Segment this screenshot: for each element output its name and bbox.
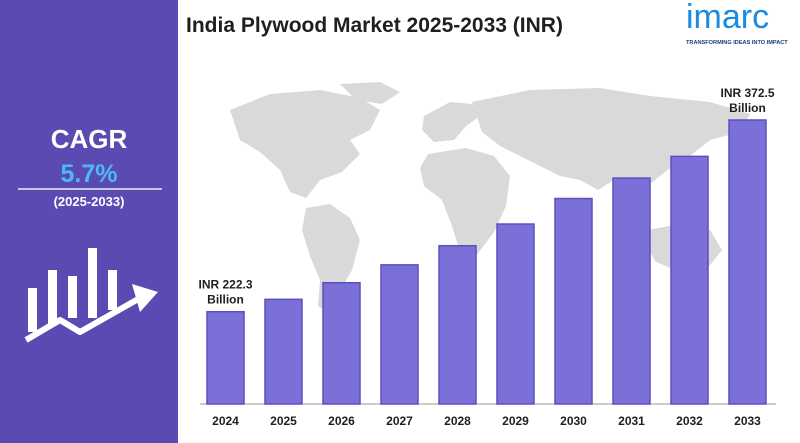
- bar-2031: [612, 177, 651, 405]
- x-tick-label-2031: 2031: [618, 414, 645, 428]
- bar-2026: [322, 281, 361, 405]
- logo-wordmark: imarc: [686, 0, 770, 36]
- x-tick-label-2025: 2025: [270, 414, 297, 428]
- bar-2029: [496, 223, 535, 405]
- cagr-panel: CAGR 5.7% (2025-2033): [0, 0, 178, 443]
- logo-tagline: TRANSFORMING IDEAS INTO IMPACT: [686, 40, 788, 46]
- data-label-2024: Billion: [207, 293, 244, 307]
- x-tick-label-2028: 2028: [444, 414, 471, 428]
- chart-title: India Plywood Market 2025-2033 (INR): [186, 14, 563, 37]
- bar-2032: [670, 155, 709, 405]
- cagr-divider: [18, 188, 162, 190]
- imarc-logo: imarc TRANSFORMING IDEAS INTO IMPACT: [680, 0, 798, 48]
- bar-2027: [380, 264, 419, 405]
- bar-2028: [438, 244, 477, 405]
- cagr-label: CAGR: [50, 124, 128, 154]
- cagr-period: (2025-2033): [53, 194, 125, 209]
- x-tick-label-2033: 2033: [734, 414, 761, 428]
- bar-2030: [554, 197, 593, 405]
- cagr-value: 5.7%: [60, 160, 118, 188]
- x-tick-label-2024: 2024: [212, 414, 239, 428]
- bar-2033: [728, 119, 767, 405]
- x-tick-label-2029: 2029: [502, 414, 529, 428]
- data-label-2024: INR 222.3: [198, 278, 252, 292]
- x-tick-label-2026: 2026: [328, 414, 355, 428]
- bar-chart-growth-arrow-icon: [24, 248, 158, 343]
- x-tick-label-2032: 2032: [676, 414, 703, 428]
- data-label-2033: Billion: [729, 101, 766, 115]
- bar-2025: [264, 298, 303, 405]
- data-label-2033: INR 372.5: [720, 86, 774, 100]
- bar-2024: [206, 310, 245, 405]
- x-tick-label-2030: 2030: [560, 414, 587, 428]
- x-tick-label-2027: 2027: [386, 414, 413, 428]
